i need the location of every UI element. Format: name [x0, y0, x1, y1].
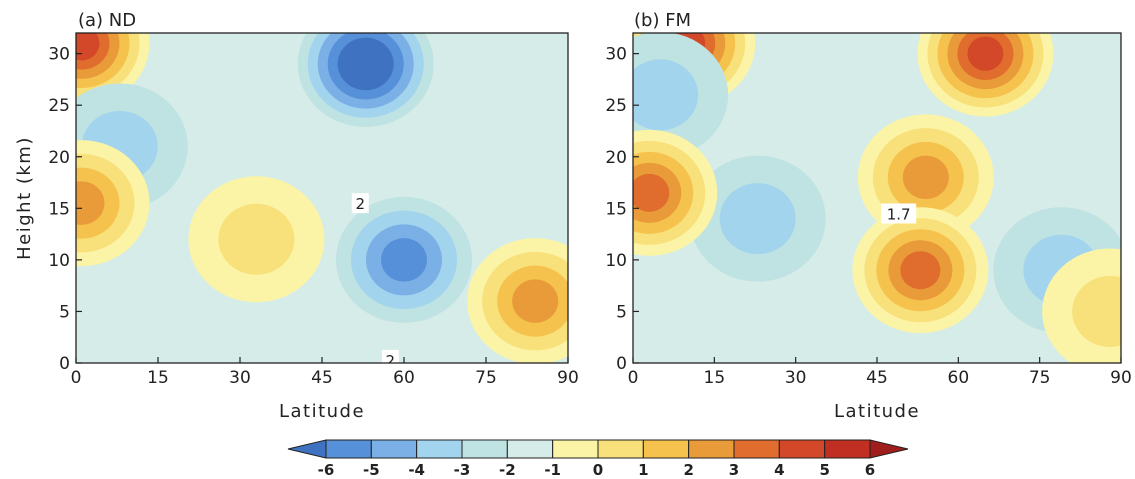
colorbar-bin [824, 439, 871, 459]
y-tick-label: 0 [616, 354, 627, 374]
y-tick-label: 20 [48, 148, 70, 168]
panel-a-xlabel: Latitude [279, 401, 365, 422]
x-tick-label: 60 [948, 368, 970, 388]
contour-label-box [881, 203, 917, 224]
colorbar-bin [416, 439, 463, 459]
colorbar-label: 1 [638, 461, 648, 479]
contour-fill-2-level-6 [347, 46, 384, 82]
colorbar-label: -5 [363, 461, 380, 479]
contour-label: 2 [386, 352, 396, 370]
colorbar-bin [552, 439, 599, 459]
colorbar-label: -1 [544, 461, 561, 479]
panel-b-x-ticks: 0 15 30 45 60 75 90 [628, 357, 1132, 388]
y-tick-label: 25 [605, 96, 627, 116]
x-tick-label: 60 [393, 368, 415, 388]
y-tick-label: 15 [48, 199, 70, 219]
contour-label: 1.7 [887, 205, 911, 223]
colorbar-bin [642, 439, 690, 459]
contour-fill-9-level-2 [1072, 275, 1121, 347]
y-tick-label: 15 [605, 199, 627, 219]
colorbar-bin [461, 439, 508, 459]
colorbar-bin [506, 439, 554, 459]
colorbar-label: -4 [408, 461, 425, 479]
x-tick-label: 75 [1029, 368, 1051, 388]
contour-fill-2-level-6 [967, 36, 1004, 71]
colorbar-label: -3 [454, 461, 471, 479]
x-tick-label: 75 [475, 368, 497, 388]
panel-b-field: 1.7 [633, 33, 1121, 363]
panel-a-ylabel: Height (km) [14, 136, 35, 260]
panel-a-y-ticks: 0 5 10 15 20 25 30 [48, 45, 82, 374]
x-tick-label: 30 [785, 368, 807, 388]
colorbar-label: 5 [819, 461, 829, 479]
y-tick-label: 20 [605, 148, 627, 168]
y-tick-label: 30 [48, 45, 70, 65]
colorbar-max-arrow [869, 439, 909, 459]
contour-fill-6-level-4 [76, 181, 105, 225]
y-tick-label: 5 [59, 302, 70, 322]
contour-fill-3-level-4 [902, 155, 949, 200]
panel-b-y-ticks: 0 5 10 15 20 25 30 [605, 45, 639, 374]
contour-fill-4-level-5 [900, 251, 941, 290]
colorbar: -6 -5 -4 -3 -2 -1 0 1 2 3 4 5 6 [287, 439, 909, 479]
colorbar-bin [688, 439, 735, 459]
colorbar-label: 2 [683, 461, 693, 479]
contour-label-box [351, 193, 369, 214]
y-tick-label: 30 [605, 45, 627, 65]
colorbar-bin [733, 439, 780, 459]
y-tick-label: 10 [605, 251, 627, 271]
contour-fill-7-level-4 [512, 279, 559, 323]
x-tick-label: 15 [704, 368, 726, 388]
y-tick-label: 0 [59, 354, 70, 374]
colorbar-label: 4 [774, 461, 784, 479]
colorbar-label: -2 [499, 461, 516, 479]
x-tick-label: 45 [311, 368, 333, 388]
x-tick-label: 0 [628, 368, 639, 388]
panel-b: (b) FM 1.7 0 5 10 15 20 25 30 0 15 30 45 60 75 90 La… [605, 10, 1132, 422]
contour-fill-5-level-2 [719, 183, 796, 255]
colorbar-label: -6 [318, 461, 335, 479]
contour-fill-5-level-2 [218, 203, 295, 275]
contour-fill-3-level-4 [381, 238, 427, 282]
panel-a-x-ticks: 0 15 30 45 60 75 90 [71, 357, 579, 388]
contour-fill-8-level-5 [633, 173, 670, 212]
colorbar-label: 3 [729, 461, 739, 479]
x-tick-label: 0 [71, 368, 82, 388]
x-tick-label: 30 [229, 368, 251, 388]
colorbar-label: 6 [865, 461, 875, 479]
x-tick-label: 90 [1110, 368, 1132, 388]
contour-label: 2 [355, 195, 365, 213]
colorbar-bin [370, 439, 418, 459]
panel-b-title: (b) FM [634, 10, 691, 31]
x-tick-label: 45 [866, 368, 888, 388]
colorbar-bin [597, 439, 644, 459]
colorbar-bin [325, 439, 372, 459]
colorbar-min-arrow [287, 439, 327, 459]
panel-b-xlabel: Latitude [834, 401, 920, 422]
y-tick-label: 10 [48, 251, 70, 271]
panel-a-title: (a) ND [78, 10, 136, 31]
contour-label-box [381, 349, 399, 363]
colorbar-bin [778, 439, 826, 459]
contour-fill-7-level-2 [633, 59, 699, 131]
y-tick-label: 5 [616, 302, 627, 322]
y-tick-label: 25 [48, 96, 70, 116]
x-tick-label: 90 [557, 368, 579, 388]
panel-a-field: 22 [76, 33, 568, 370]
x-tick-label: 15 [147, 368, 169, 388]
colorbar-label: 0 [593, 461, 603, 479]
